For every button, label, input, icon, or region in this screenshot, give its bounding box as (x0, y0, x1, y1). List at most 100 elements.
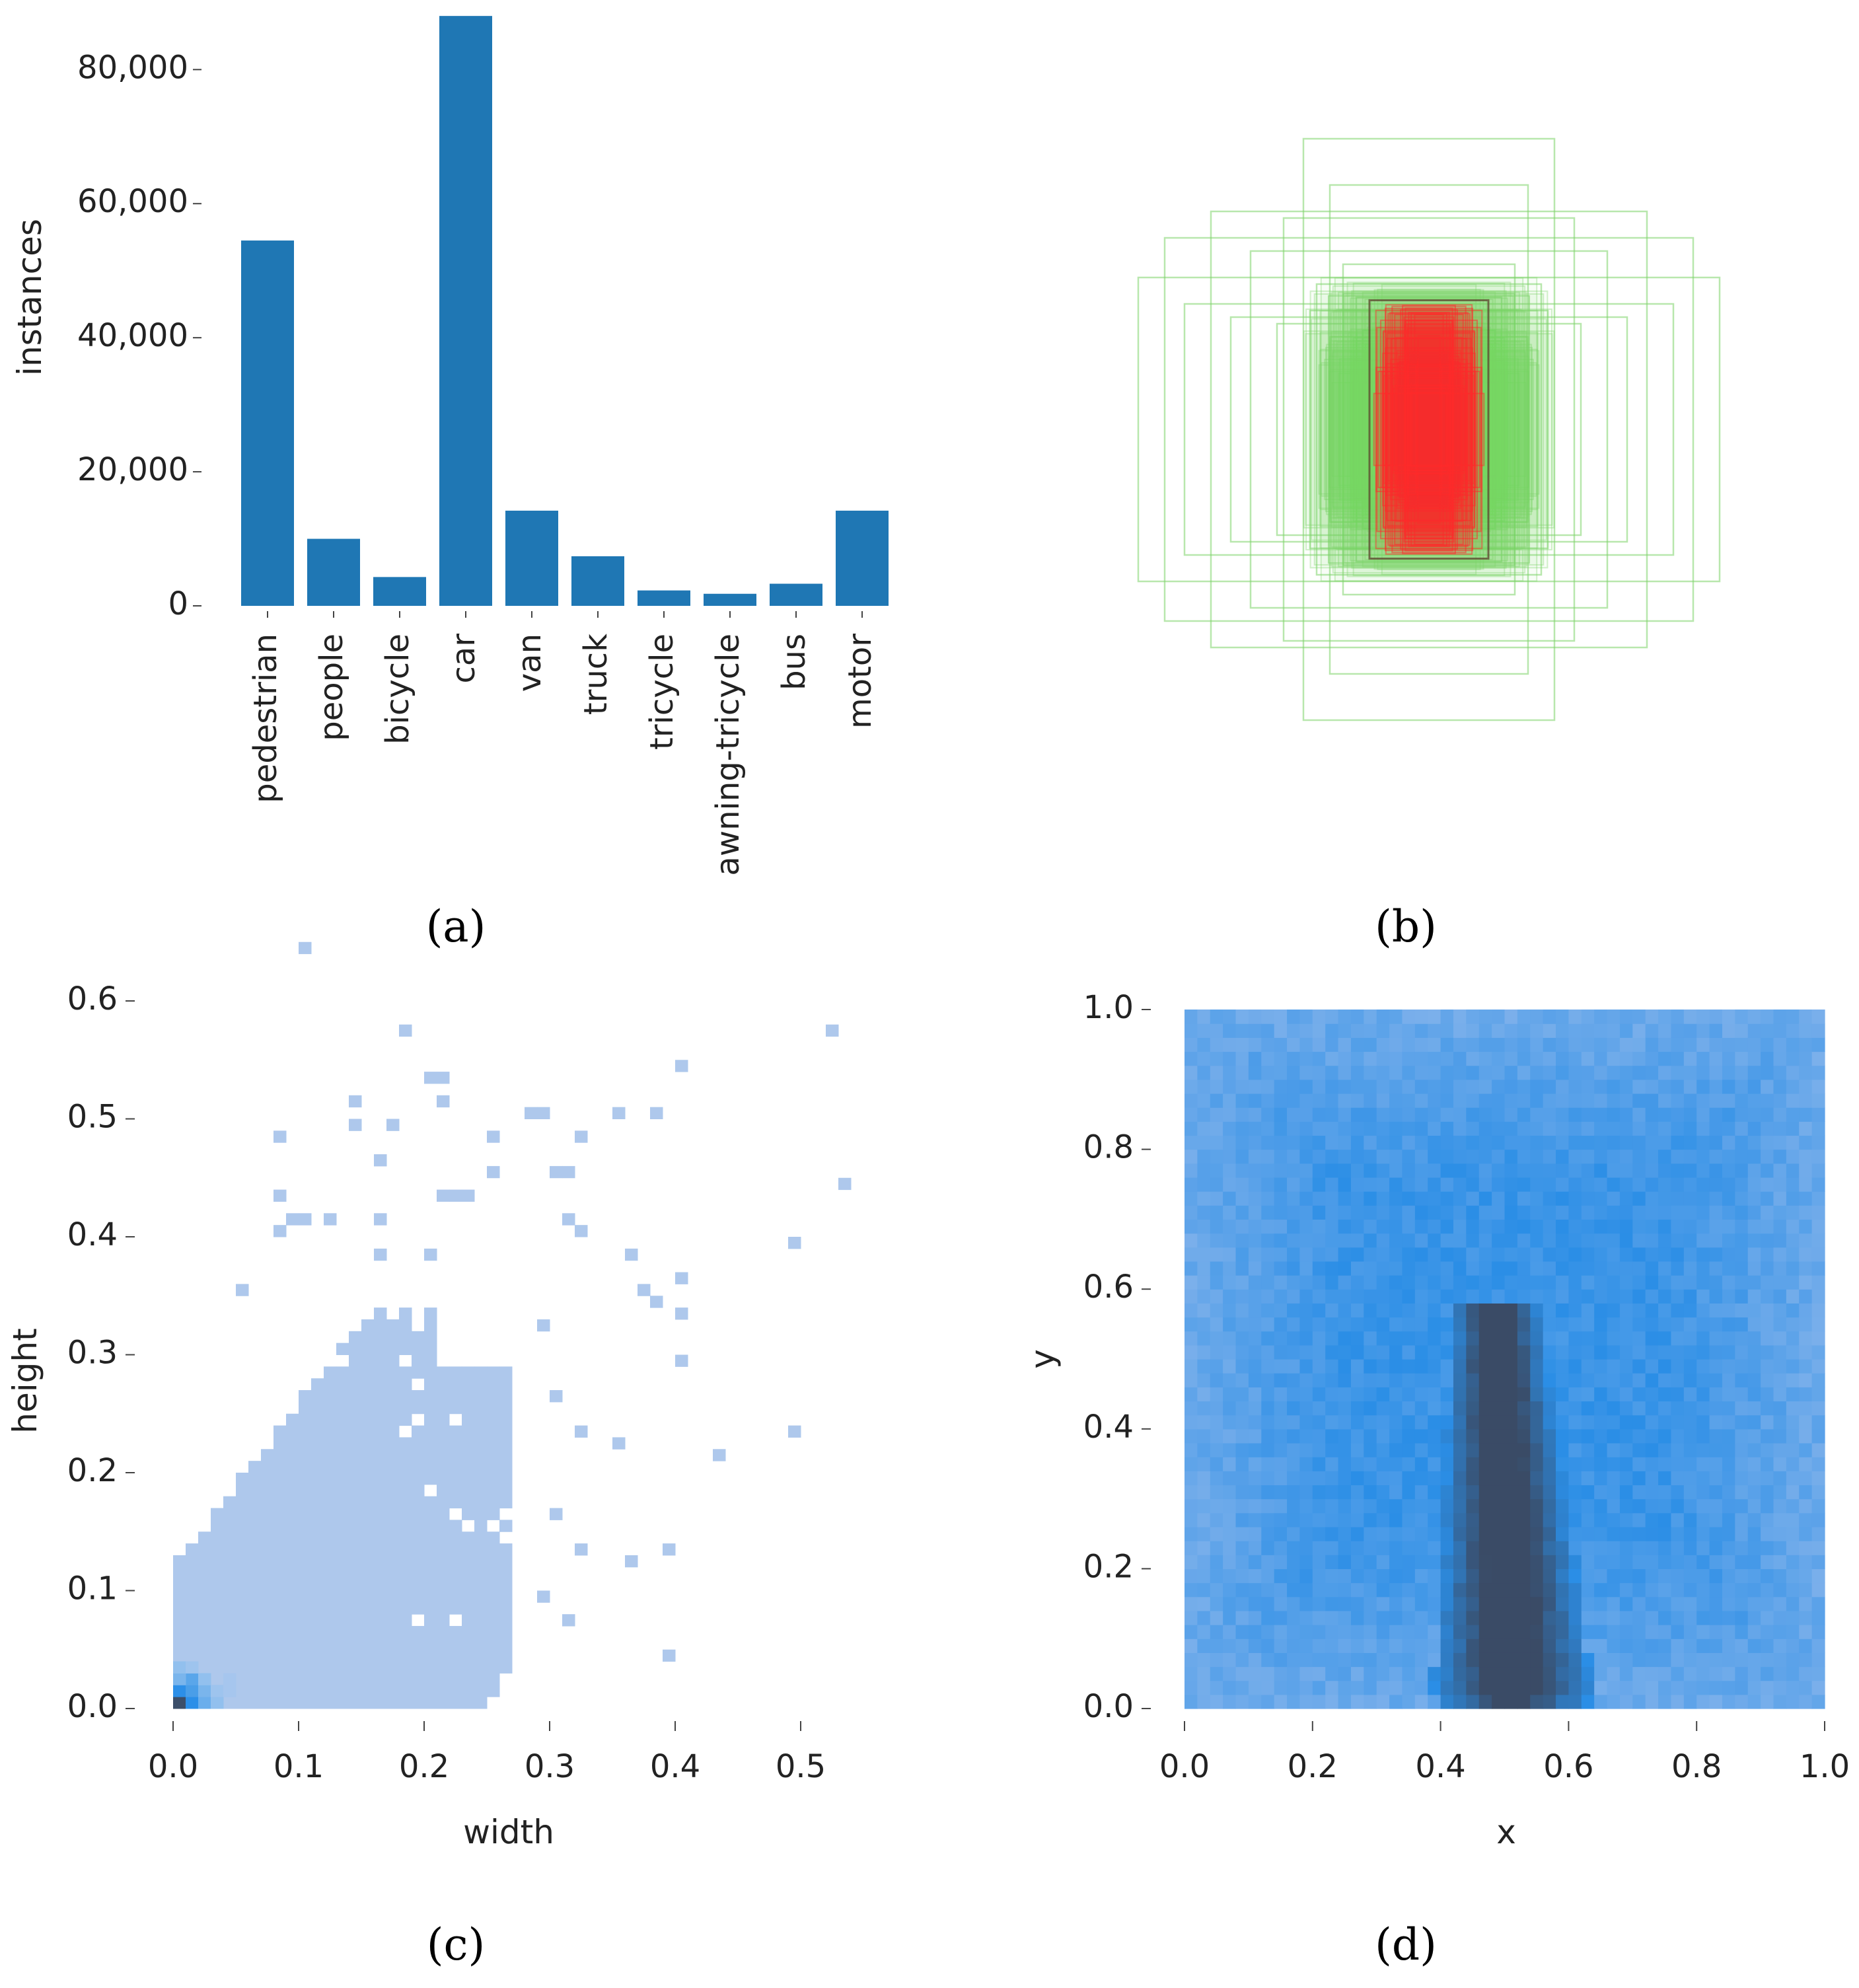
heatmap-cell (1556, 1149, 1569, 1164)
heatmap-cell (474, 1626, 488, 1638)
heatmap-cell (1414, 1596, 1428, 1611)
heatmap-cell (1287, 1638, 1301, 1653)
heatmap-cell (1299, 1526, 1313, 1541)
heatmap-cell (1786, 1065, 1800, 1080)
heatmap-cell (311, 1508, 324, 1520)
heatmap-cell (1786, 1191, 1800, 1206)
heatmap-cell (1389, 1582, 1403, 1598)
heatmap-cell (1658, 1219, 1672, 1234)
heatmap-cell (1747, 1079, 1761, 1094)
heatmap-cell (1504, 1177, 1518, 1192)
heatmap-cell (1287, 1442, 1301, 1457)
heatmap-cell (1376, 1149, 1390, 1164)
heatmap-cell (462, 1590, 475, 1603)
heatmap-cell (1504, 1344, 1518, 1360)
heatmap-cell (1248, 1610, 1262, 1625)
heatmap-cell (1761, 1023, 1774, 1038)
heatmap-cell (1376, 1233, 1390, 1248)
heatmap-cell (1312, 1694, 1326, 1709)
heatmap-cell (1722, 1121, 1735, 1136)
heatmap-cell (1632, 1666, 1646, 1681)
heatmap-cell (361, 1590, 375, 1603)
heatmap-cell (1568, 1023, 1582, 1038)
heatmap-cell (1338, 1471, 1352, 1486)
heatmap-cell (1761, 1107, 1774, 1122)
heatmap-cell (1747, 1498, 1761, 1514)
heatmap-cell (1299, 1428, 1313, 1444)
heatmap-cell (474, 1413, 488, 1426)
heatmap-cell (1543, 1051, 1556, 1066)
heatmap-cell (1504, 1359, 1518, 1374)
heatmap-cell (1504, 1555, 1518, 1569)
heatmap-cell (1248, 1135, 1262, 1150)
heatmap-cell (1671, 1555, 1685, 1569)
heatmap-cell (1440, 1107, 1454, 1122)
heatmap-cell (374, 1461, 387, 1473)
heatmap-cell (1799, 1485, 1813, 1500)
heatmap-cell (1350, 1471, 1364, 1486)
heatmap-cell (1722, 1359, 1735, 1374)
heatmap-cell (374, 1661, 387, 1674)
heatmap-cell (1671, 1541, 1685, 1555)
heatmap-cell (1645, 1107, 1659, 1122)
heatmap-cell (1671, 1065, 1685, 1080)
heatmap-cell (1671, 1344, 1685, 1360)
heatmap-cell (462, 1437, 475, 1450)
heatmap-cell (324, 1473, 337, 1485)
heatmap-cell (1428, 1331, 1441, 1346)
heatmap-cell (273, 1520, 287, 1532)
heatmap-cell (324, 1578, 337, 1591)
heatmap-cell (1210, 1121, 1223, 1136)
heatmap-cell (1658, 1135, 1672, 1150)
heatmap-cell (1402, 1065, 1416, 1080)
heatmap-cell (1402, 1275, 1416, 1290)
heatmap-cell (1581, 1610, 1595, 1625)
heatmap-cell (198, 1602, 211, 1615)
heatmap-cell (1223, 1191, 1237, 1206)
heatmap-cell (1607, 1625, 1621, 1639)
heatmap-cell (1632, 1275, 1646, 1290)
heatmap-cell (1274, 1065, 1288, 1080)
heatmap-cell (1325, 1317, 1339, 1332)
heatmap-cell (361, 1366, 375, 1379)
heatmap-cell (311, 1673, 324, 1685)
heatmap-cell (1197, 1233, 1211, 1248)
heatmap-cell (1658, 1638, 1672, 1653)
heatmap-cell (487, 1590, 500, 1603)
heatmap-cell (1671, 1135, 1685, 1150)
heatmap-cell (1632, 1149, 1646, 1164)
heatmap-cell (462, 1508, 475, 1520)
heatmap-cell (1761, 1568, 1774, 1584)
heatmap-cell (361, 1555, 375, 1568)
heatmap-cell (1658, 1010, 1672, 1024)
heatmap-cell (1299, 1401, 1313, 1416)
label-box (1329, 340, 1529, 519)
heatmap-cell (1197, 1065, 1211, 1080)
heatmap-cell (1338, 1093, 1352, 1108)
heatmap-cell (499, 1461, 513, 1473)
heatmap-cell (462, 1401, 475, 1415)
heatmap-cell (1274, 1625, 1288, 1639)
heatmap-cell (1338, 1625, 1352, 1639)
heatmap-cell (1568, 1344, 1582, 1360)
heatmap-cell (1440, 1582, 1454, 1598)
heatmap-cell (1338, 1317, 1352, 1332)
heatmap-cell (1607, 1261, 1621, 1276)
heatmap-cell (198, 1578, 211, 1591)
heatmap-cell (1376, 1457, 1390, 1471)
heatmap-cell (186, 1578, 199, 1591)
heatmap-cell (1235, 1415, 1249, 1430)
heatmap-cell (211, 1614, 224, 1627)
heatmap-cell (1543, 1275, 1556, 1290)
heatmap-cell (1185, 1652, 1198, 1668)
heatmap-cell (1543, 1652, 1556, 1668)
heatmap-cell (311, 1496, 324, 1509)
heatmap-cell (336, 1614, 349, 1627)
heatmap-cell (1210, 1652, 1223, 1668)
heatmap-cell (1248, 1079, 1262, 1094)
heatmap-cell (412, 1343, 425, 1355)
heatmap-cell (1811, 1233, 1825, 1248)
heatmap-cell (1594, 1498, 1608, 1514)
x-tick-label: 0.3 (525, 1748, 575, 1785)
heatmap-cell (1466, 1359, 1480, 1374)
